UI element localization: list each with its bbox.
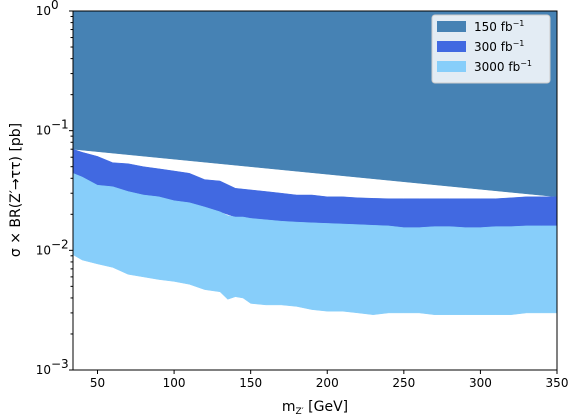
x-tick-label: 150	[239, 376, 262, 390]
y-tick-exponent: 0	[51, 0, 59, 12]
series-area-3	[73, 173, 557, 315]
x-tick-label: 100	[163, 376, 186, 390]
y-tick-label: 10	[36, 243, 51, 257]
y-tick-label: 10	[36, 124, 51, 138]
legend-label-1: 150 fb−1	[474, 19, 524, 34]
plot-frame	[72, 10, 558, 371]
y-tick-exponent: −1	[51, 118, 69, 132]
y-tick-exponent: −3	[51, 357, 69, 371]
x-tick-label: 200	[316, 376, 339, 390]
legend-label-2: 300 fb−1	[474, 39, 524, 54]
x-tick-label: 350	[546, 376, 569, 390]
y-axis-label: σ × BR(Z′→ττ) [pb]	[8, 123, 24, 257]
y-tick-label: 10	[36, 363, 51, 377]
y-tick-label: 10	[36, 4, 51, 18]
legend-swatch-1	[437, 21, 466, 32]
legend: 150 fb−1 300 fb−1 3000 fb−1	[431, 14, 551, 84]
x-tick-label: 250	[392, 376, 415, 390]
x-tick-label: 50	[90, 376, 105, 390]
legend-swatch-2	[437, 41, 466, 52]
x-axis-label: mZ′ [GeV]	[282, 399, 348, 417]
x-tick-label: 300	[469, 376, 492, 390]
y-tick-exponent: −2	[51, 237, 69, 251]
legend-swatch-3	[437, 61, 466, 72]
legend-label-3: 3000 fb−1	[474, 59, 532, 74]
